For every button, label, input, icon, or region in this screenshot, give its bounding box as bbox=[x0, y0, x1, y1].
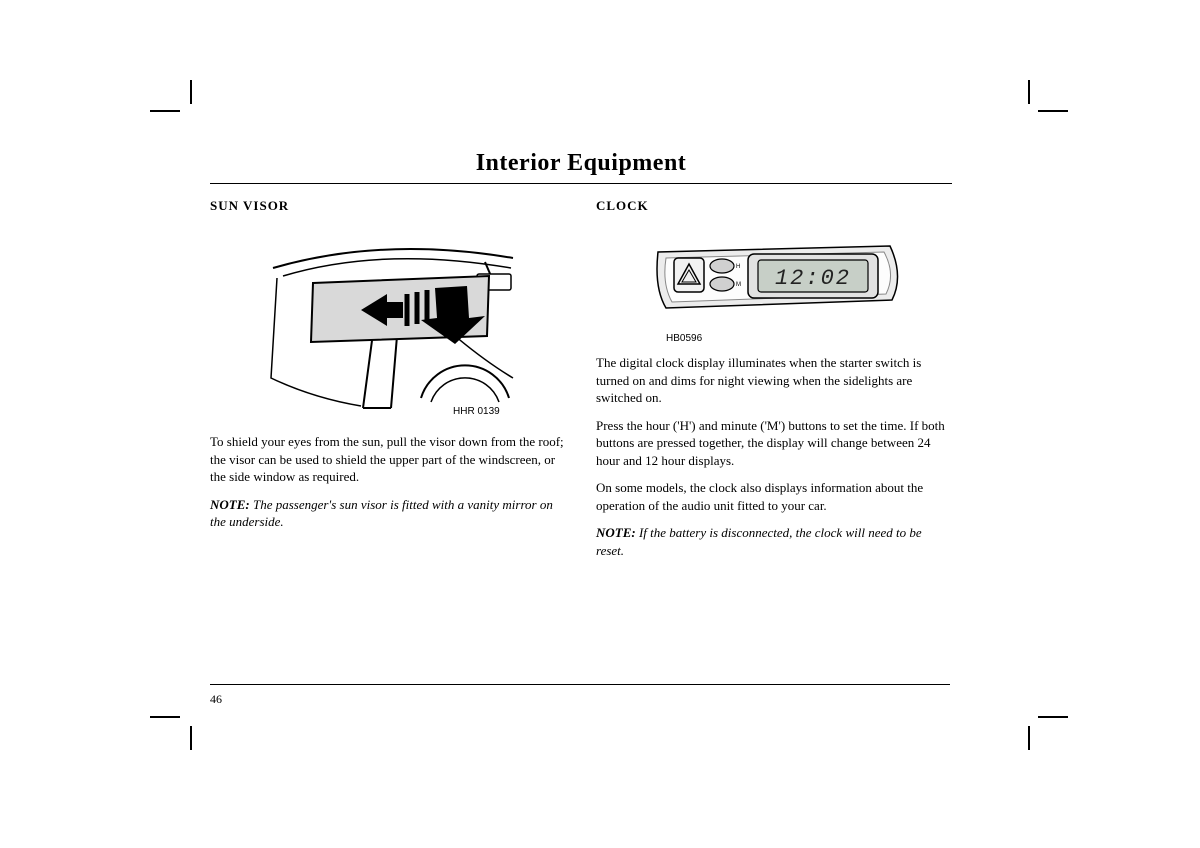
crop-mark bbox=[1038, 716, 1068, 718]
crop-mark bbox=[1038, 110, 1068, 112]
clock-paragraph-2: Press the hour ('H') and minute ('M') bu… bbox=[596, 417, 952, 470]
note-label: NOTE: bbox=[596, 525, 636, 540]
sun-visor-heading: SUN VISOR bbox=[210, 198, 566, 214]
crop-mark bbox=[1028, 726, 1030, 750]
crop-mark bbox=[1028, 80, 1030, 104]
sun-visor-illustration-icon: HHR 0139 bbox=[253, 228, 523, 418]
clock-heading: CLOCK bbox=[596, 198, 952, 214]
two-column-layout: SUN VISOR bbox=[210, 196, 952, 569]
page-content: Interior Equipment SUN VISOR bbox=[210, 150, 952, 569]
clock-paragraph-1: The digital clock display illuminates wh… bbox=[596, 354, 952, 407]
crop-mark bbox=[190, 726, 192, 750]
footer-rule bbox=[210, 684, 950, 685]
title-rule bbox=[210, 183, 952, 184]
svg-text:M: M bbox=[736, 282, 741, 288]
clock-figure: H M 12:02 HB0596 bbox=[596, 228, 952, 344]
crop-mark bbox=[150, 110, 180, 112]
left-column: SUN VISOR bbox=[210, 196, 566, 569]
sun-visor-figure: HHR 0139 bbox=[210, 228, 566, 423]
clock-paragraph-3: On some models, the clock also displays … bbox=[596, 479, 952, 514]
clock-note: NOTE: If the battery is disconnected, th… bbox=[596, 524, 952, 559]
svg-text:H: H bbox=[736, 264, 740, 270]
page-title: Interior Equipment bbox=[210, 150, 952, 181]
note-label: NOTE: bbox=[210, 497, 250, 512]
page-number: 46 bbox=[210, 692, 222, 707]
sun-visor-note: NOTE: The passenger's sun visor is fitte… bbox=[210, 496, 566, 531]
note-text: If the battery is disconnected, the cloc… bbox=[596, 525, 922, 558]
figure-label: HB0596 bbox=[646, 333, 952, 344]
right-column: CLOCK H M bbox=[596, 196, 952, 569]
note-text: The passenger's sun visor is fitted with… bbox=[210, 497, 553, 530]
sun-visor-paragraph: To shield your eyes from the sun, pull t… bbox=[210, 433, 566, 486]
crop-mark bbox=[190, 80, 192, 104]
figure-label: HHR 0139 bbox=[453, 406, 500, 417]
clock-illustration-icon: H M 12:02 bbox=[646, 228, 906, 328]
crop-mark bbox=[150, 716, 180, 718]
clock-time: 12:02 bbox=[775, 266, 851, 291]
